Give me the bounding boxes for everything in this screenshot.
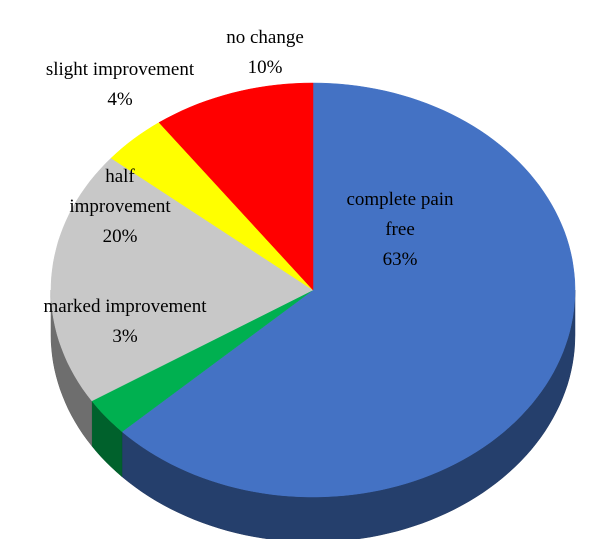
category-name: half improvement <box>69 166 171 217</box>
slice-label: complete pain free 63% <box>333 185 468 275</box>
slice <box>158 82 314 291</box>
value-label: 10% <box>247 57 283 78</box>
slice <box>110 122 314 291</box>
slice-label: slight improvement 4% <box>46 55 194 115</box>
category-name: marked improvement <box>43 296 207 317</box>
slice-label: half improvement 20% <box>60 162 180 252</box>
slice-label: marked improvement 3% <box>43 292 206 352</box>
category-name: no change <box>226 27 304 48</box>
category-name: slight improvement <box>45 59 195 80</box>
slice <box>91 289 314 433</box>
slice-label: no change 10% <box>226 23 304 83</box>
value-label: 4% <box>107 89 133 110</box>
value-label: 63% <box>382 249 418 270</box>
slice <box>50 157 314 402</box>
slice <box>121 82 576 498</box>
category-name: complete pain free <box>346 189 454 240</box>
value-label: 20% <box>102 226 138 247</box>
value-label: 3% <box>112 326 138 347</box>
